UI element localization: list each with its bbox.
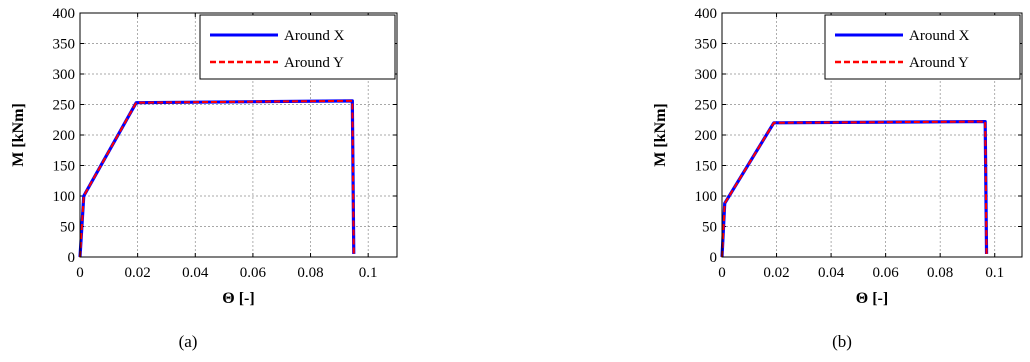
x-tick-label: 0.1 (359, 265, 378, 281)
x-tick-label: 0.08 (297, 265, 323, 281)
x-axis-label: Θ [-] (222, 290, 254, 307)
x-tick-label: 0 (76, 265, 84, 281)
x-tick-label: 0.02 (763, 265, 789, 281)
legend-label: Around X (909, 28, 970, 44)
y-tick-label: 300 (53, 67, 76, 83)
chart-b: 0 0.02 0.04 0.06 0.08 0.1 0 50 100 150 200 250 300 35… (652, 6, 1023, 351)
y-tick-label: 100 (695, 189, 718, 205)
axes-frame (79, 12, 398, 258)
y-tick-label: 300 (695, 67, 718, 83)
y-tick-label: 0 (68, 250, 76, 266)
y-tick-label: 400 (695, 6, 718, 22)
y-tick-label: 150 (695, 159, 718, 175)
y-tick-label: 200 (695, 128, 718, 144)
y-axis-label: M [kNm] (652, 103, 669, 167)
y-tick-label: 50 (60, 220, 75, 236)
x-tick-label: 0.06 (873, 265, 900, 281)
x-tick-label: 0.04 (182, 265, 209, 281)
legend-label: Around Y (284, 55, 344, 71)
panel-caption: (a) (179, 332, 198, 351)
legend-box (199, 14, 396, 80)
y-tick-label: 400 (53, 6, 76, 22)
series-line-around-y (79, 99, 355, 258)
y-tick-label: 350 (53, 37, 76, 53)
y-tick-label: 100 (53, 189, 76, 205)
x-tick-label: 0 (718, 265, 726, 281)
legend-label: Around X (284, 28, 345, 44)
y-tick-label: 150 (53, 159, 76, 175)
panel-caption: (b) (832, 332, 852, 351)
y-tick-label: 250 (53, 98, 76, 114)
y-tick-label: 200 (53, 128, 76, 144)
y-tick-label: 50 (702, 220, 717, 236)
x-tick-label: 0.1 (985, 265, 1004, 281)
x-tick-label: 0.04 (818, 265, 845, 281)
axes-frame (721, 12, 1023, 258)
legend-label: Around Y (909, 55, 969, 71)
y-tick-label: 250 (695, 98, 718, 114)
legend-box (824, 14, 1021, 80)
y-tick-label: 0 (710, 250, 718, 266)
x-tick-label: 0.08 (927, 265, 953, 281)
series-line-around-y (721, 120, 988, 258)
y-tick-label: 350 (695, 37, 718, 53)
y-axis-label: M [kNm] (10, 103, 27, 167)
x-axis-label: Θ [-] (856, 290, 888, 307)
x-tick-label: 0.02 (125, 265, 151, 281)
x-tick-label: 0.06 (240, 265, 267, 281)
chart-a: 0 0.02 0.04 0.06 0.08 0.1 0 50 100 150 200 250 300 35… (10, 6, 398, 351)
